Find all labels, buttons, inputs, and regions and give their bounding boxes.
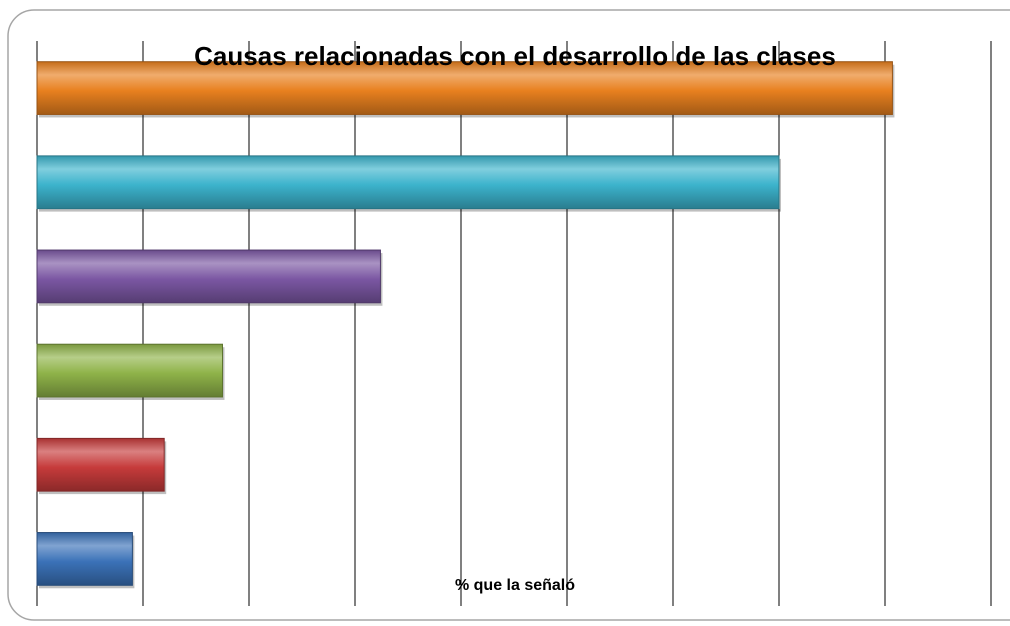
x-axis-label: % que la señaló: [455, 577, 575, 594]
bar: [36, 532, 133, 586]
bar: [36, 343, 223, 398]
bar: [36, 155, 780, 210]
bar: [36, 249, 381, 304]
bar: [36, 437, 165, 492]
chart-title: Causas relacionadas con el desarrollo de…: [194, 41, 836, 71]
bar: [36, 61, 893, 115]
